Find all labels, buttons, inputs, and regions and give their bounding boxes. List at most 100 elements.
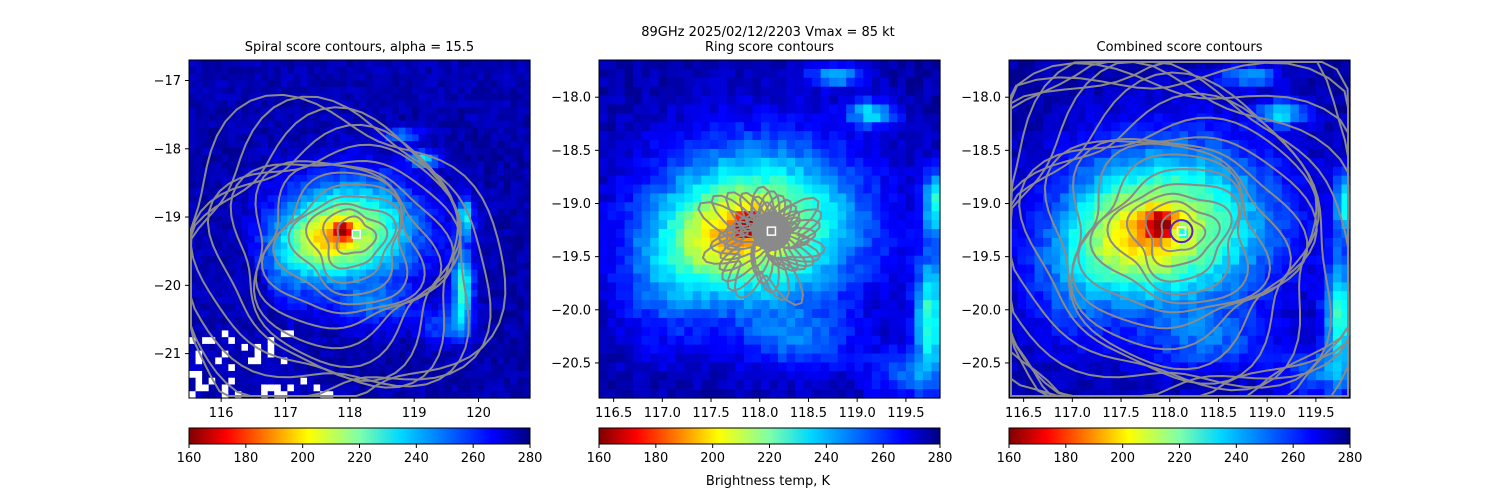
colorbar-tick-label: 180	[1053, 451, 1078, 466]
x-tick-label: 117.5	[692, 406, 729, 421]
ring-score-peak	[751, 211, 792, 252]
x-tick-label: 117.0	[1054, 406, 1091, 421]
y-tick-label: −19.5	[551, 250, 591, 265]
contour-line	[1071, 142, 1293, 330]
contour-line	[305, 202, 398, 285]
contour-line	[1043, 136, 1318, 371]
colorbar	[598, 427, 941, 445]
x-tick-label: 119	[402, 406, 427, 421]
axes-frame	[1008, 59, 1351, 399]
x-tick-label: 117.0	[644, 406, 681, 421]
contour-line	[697, 185, 826, 307]
contour-line	[1018, 116, 1320, 385]
x-tick-label: 120	[466, 406, 491, 421]
x-tick-label: 116	[209, 406, 234, 421]
x-tick-label: 116.5	[595, 406, 632, 421]
x-tick-label: 119.5	[887, 406, 924, 421]
figure-suptitle: 89GHz 2025/02/12/2203 Vmax = 85 kt	[641, 25, 895, 40]
y-tick-label: −20.0	[551, 303, 591, 318]
colorbar-tick-label: 180	[233, 451, 258, 466]
panel-title: Spiral score contours, alpha = 15.5	[245, 40, 474, 55]
y-tick-label: −18	[154, 142, 181, 157]
colorbar-tick-label: 280	[518, 451, 543, 466]
contour-line	[272, 183, 409, 306]
y-tick-label: −20.5	[961, 356, 1001, 371]
colorbar-tick-label: 260	[461, 451, 486, 466]
colorbar-tick-label: 260	[871, 451, 896, 466]
colorbar	[188, 427, 531, 445]
x-tick-label: 118.0	[1151, 406, 1188, 421]
colorbar-tick-label: 160	[587, 451, 612, 466]
y-tick-label: −19.0	[551, 197, 591, 212]
colorbar-tick-label: 200	[290, 451, 315, 466]
colorbar-tick-label: 200	[700, 451, 725, 466]
score-contours	[189, 93, 507, 397]
panel-combined: Combined score contours 116.5 117.0 117.5 11…	[961, 40, 1362, 466]
x-tick-label: 117	[273, 406, 298, 421]
colorbar-tick-label: 260	[1281, 451, 1306, 466]
y-tick-label: −19	[154, 211, 181, 226]
x-tick-label: 119.5	[1297, 406, 1334, 421]
panel-title: Combined score contours	[1097, 40, 1263, 55]
contour-line	[1144, 200, 1221, 268]
colorbar-tick-label: 240	[404, 451, 429, 466]
y-tick-label: −20	[154, 279, 181, 294]
center-marker	[766, 226, 777, 236]
x-tick-label: 118	[337, 406, 362, 421]
contour-line	[335, 215, 378, 255]
colorbar-label: Brightness temp, K	[706, 474, 831, 489]
colorbar	[1008, 427, 1351, 445]
y-tick-label: −18.0	[961, 91, 1001, 106]
panel-ring: Ring score contours 116.5 117.0 117.5 118.0 1…	[551, 40, 952, 466]
contour-line	[1010, 61, 1349, 397]
y-tick-label: −20.5	[551, 356, 591, 371]
x-tick-label: 118.5	[790, 406, 827, 421]
contour-line	[287, 195, 403, 297]
panel-spiral: Spiral score contours, alpha = 15.5 116 11…	[154, 40, 543, 466]
axes-frame	[598, 59, 941, 399]
x-tick-label: 119.0	[1249, 406, 1286, 421]
x-tick-label: 116.5	[1005, 406, 1042, 421]
contour-line	[1070, 138, 1309, 351]
center-marker	[351, 229, 362, 239]
colorbar-tick-label: 220	[1167, 451, 1192, 466]
heatmap-cells	[189, 60, 531, 399]
x-tick-label: 118.0	[741, 406, 778, 421]
contour-line	[254, 163, 443, 330]
ring-marker	[1169, 219, 1194, 244]
colorbar-tick-label: 200	[1110, 451, 1135, 466]
contour-line	[1106, 182, 1241, 296]
center-marker	[1176, 226, 1187, 236]
y-tick-label: −19.5	[961, 250, 1001, 265]
contour-line	[229, 159, 462, 369]
y-tick-label: −17	[154, 74, 181, 89]
contour-line	[1159, 209, 1207, 253]
contour-line	[1077, 153, 1272, 314]
contour-line	[206, 143, 462, 382]
x-tick-label: 119.0	[839, 406, 876, 421]
colorbar-tick-label: 160	[177, 451, 202, 466]
heatmap-cells	[599, 60, 941, 399]
colorbar-tick-label: 160	[997, 451, 1022, 466]
colorbar-tick-label: 220	[757, 451, 782, 466]
score-contours	[697, 185, 826, 307]
x-tick-label: 117.5	[1102, 406, 1139, 421]
y-tick-label: −18.5	[551, 144, 591, 159]
colorbar-tick-label: 180	[643, 451, 668, 466]
panel-title: Ring score contours	[705, 40, 834, 55]
y-tick-label: −19.0	[961, 197, 1001, 212]
axes-frame	[188, 59, 531, 399]
contour-line	[322, 208, 389, 270]
y-tick-label: −21	[154, 347, 181, 362]
colorbar-tick-label: 220	[347, 451, 372, 466]
y-tick-label: −18.0	[551, 91, 591, 106]
contour-line	[1089, 168, 1250, 305]
colorbar-tick-label: 240	[814, 451, 839, 466]
y-tick-label: −18.5	[961, 144, 1001, 159]
score-contours	[1010, 61, 1349, 397]
contour-line	[1125, 192, 1233, 283]
y-tick-label: −20.0	[961, 303, 1001, 318]
colorbar-tick-label: 240	[1224, 451, 1249, 466]
x-tick-label: 118.5	[1200, 406, 1237, 421]
